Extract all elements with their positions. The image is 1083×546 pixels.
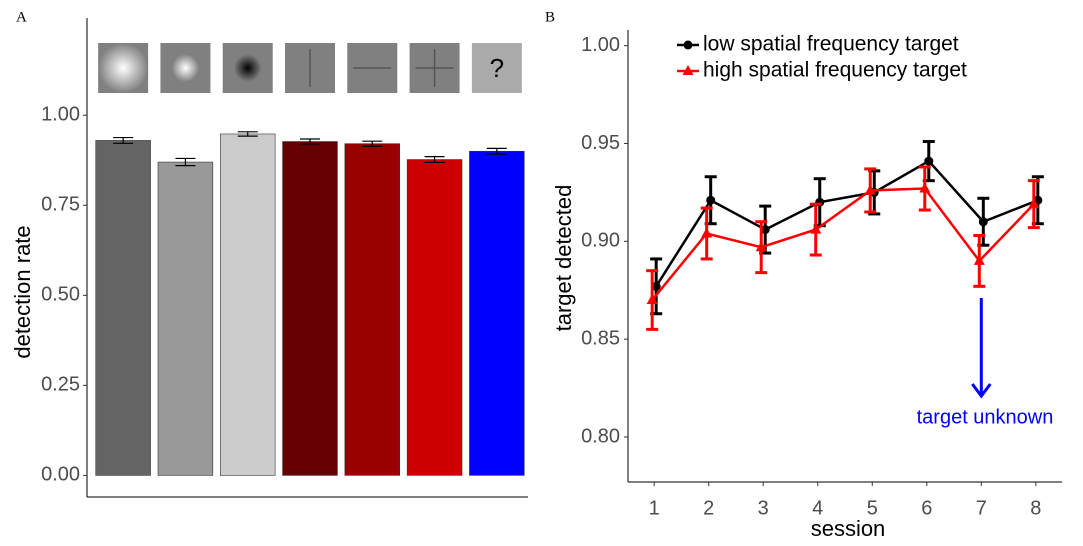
- y-tick-label: 0.00: [41, 464, 80, 486]
- y-tick-label: 0.95: [581, 132, 620, 154]
- legend-label: low spatial frequency target: [703, 33, 959, 56]
- x-axis-label: session: [811, 516, 886, 541]
- x-tick-label: 1: [649, 497, 660, 519]
- y-axis-label: target detected: [551, 185, 576, 332]
- stimulus-icon: [471, 43, 522, 93]
- panel-label: A: [16, 9, 27, 25]
- y-tick-label: 0.90: [581, 230, 620, 252]
- point: [924, 156, 934, 166]
- y-tick-label: 1.00: [581, 34, 620, 56]
- error-bar: [424, 156, 445, 164]
- stimulus-icon-label: ?: [490, 53, 504, 83]
- y-tick-label: 0.80: [581, 425, 620, 447]
- legend-label: high spatial frequency target: [703, 59, 967, 82]
- bar: [282, 141, 338, 476]
- point: [864, 184, 876, 195]
- y-tick-label: 0.75: [41, 194, 80, 216]
- point: [810, 223, 822, 234]
- point: [978, 217, 988, 227]
- series-line: [651, 187, 1035, 301]
- y-tick-label: 1.00: [41, 104, 80, 126]
- point: [651, 281, 661, 291]
- legend-swatch: [682, 65, 694, 75]
- error-bar: [175, 157, 196, 167]
- x-tick-label: 3: [758, 497, 769, 519]
- y-tick-label: 0.50: [41, 284, 80, 306]
- annotation-arrow: [971, 298, 992, 399]
- x-tick-label: 6: [921, 497, 932, 519]
- x-tick-label: 2: [703, 497, 714, 519]
- annotation: target unknown: [917, 406, 1054, 428]
- y-tick-label: 0.25: [41, 374, 80, 396]
- series-line: [655, 159, 1039, 287]
- bar: [220, 133, 276, 476]
- error-bar: [486, 147, 507, 155]
- point: [919, 182, 931, 193]
- stimulus-icon: [222, 43, 273, 93]
- point: [706, 195, 716, 205]
- point: [701, 227, 713, 238]
- bar: [406, 159, 463, 476]
- error-bar: [300, 138, 320, 145]
- x-tick-label: 7: [976, 497, 987, 519]
- error-bar: [113, 136, 134, 144]
- stimulus-icon: [98, 43, 149, 93]
- panel-label: B: [545, 9, 555, 25]
- legend-swatch: [683, 40, 693, 50]
- point: [755, 241, 767, 252]
- bar: [344, 143, 400, 476]
- point: [760, 225, 770, 235]
- point: [1028, 198, 1040, 209]
- y-axis-label: detection rate: [10, 225, 35, 358]
- error-bar: [237, 131, 258, 137]
- error-bar: [362, 140, 383, 147]
- stimulus-icon: [160, 43, 211, 93]
- bar: [469, 150, 525, 476]
- x-tick-label: 4: [812, 497, 823, 519]
- point: [973, 254, 985, 265]
- y-tick-label: 0.85: [581, 327, 620, 349]
- bar: [157, 161, 214, 476]
- point: [646, 294, 658, 305]
- bar: [95, 140, 151, 476]
- x-tick-label: 8: [1030, 497, 1041, 519]
- x-tick-label: 5: [867, 497, 878, 519]
